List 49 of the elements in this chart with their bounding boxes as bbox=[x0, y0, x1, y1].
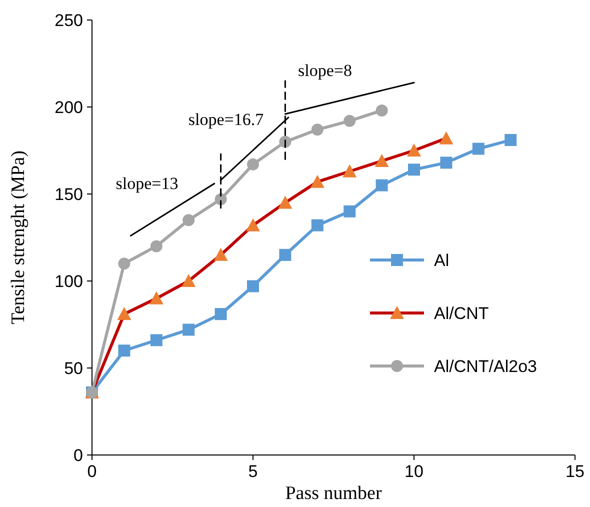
point bbox=[407, 144, 421, 156]
y-tick-label: 100 bbox=[54, 272, 83, 291]
x-tick-label: 0 bbox=[87, 462, 97, 481]
legend-label: Al/CNT bbox=[434, 304, 489, 323]
point bbox=[342, 164, 357, 178]
annotation: slope=13 bbox=[116, 174, 178, 193]
point bbox=[246, 218, 260, 232]
y-tick-label: 250 bbox=[54, 11, 83, 30]
point bbox=[311, 219, 324, 232]
x-axis-title: Pass number bbox=[285, 483, 382, 504]
point bbox=[247, 280, 259, 292]
point bbox=[214, 248, 228, 261]
x-tick-label: 10 bbox=[404, 462, 424, 481]
point bbox=[504, 134, 517, 146]
y-tick-label: 150 bbox=[54, 185, 83, 204]
y-tick-label: 0 bbox=[74, 446, 83, 465]
point bbox=[118, 344, 130, 357]
point bbox=[279, 248, 292, 261]
point bbox=[408, 164, 420, 176]
point bbox=[150, 240, 162, 252]
point bbox=[117, 307, 132, 320]
point bbox=[374, 154, 389, 167]
annotation: slope=8 bbox=[298, 61, 352, 80]
point bbox=[182, 324, 195, 336]
x-tick-label: 15 bbox=[566, 462, 584, 481]
point bbox=[150, 334, 162, 346]
annotation: slope=16.7 bbox=[188, 110, 264, 129]
point bbox=[278, 196, 292, 209]
point bbox=[247, 158, 259, 170]
point bbox=[182, 274, 196, 287]
point bbox=[118, 258, 130, 270]
point bbox=[182, 214, 195, 226]
y-axis-title: Tensile strenght (MPa) bbox=[8, 150, 29, 324]
point bbox=[310, 174, 324, 188]
legend-label: Al/CNT/Al2o3 bbox=[434, 357, 537, 376]
point bbox=[149, 291, 164, 304]
point bbox=[439, 131, 454, 144]
y-tick-label: 50 bbox=[64, 359, 83, 378]
point bbox=[214, 308, 227, 320]
point bbox=[472, 142, 484, 155]
point bbox=[344, 205, 356, 218]
x-tick-label: 5 bbox=[248, 462, 258, 481]
legend-label: Al bbox=[434, 251, 450, 270]
point bbox=[376, 104, 388, 116]
point bbox=[376, 179, 388, 192]
point bbox=[311, 124, 324, 136]
point bbox=[440, 156, 452, 169]
point bbox=[344, 114, 356, 127]
y-tick-label: 200 bbox=[54, 98, 83, 117]
